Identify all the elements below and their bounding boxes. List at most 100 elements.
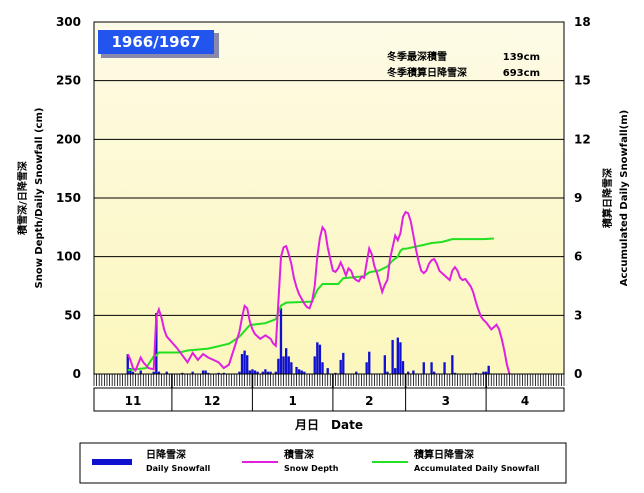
right-tick-label: 15 [574,74,591,88]
day-tick-marks [93,374,565,388]
month-label: 11 [125,394,142,408]
legend-snowfall-swatch [92,459,132,465]
snowfall-bar [157,371,161,374]
snowfall-bar [155,312,158,374]
snowfall-bar [295,366,298,374]
snowfall-bar [131,371,135,374]
right-tick-label: 12 [574,132,591,146]
left-tick-label: 50 [64,308,81,322]
snowfall-bar [326,368,329,374]
snowfall-bar [222,372,226,374]
snowfall-bar [391,339,394,374]
snowfall-bar [129,368,132,374]
snowfall-bar [313,356,316,374]
month-labels: 11 12 1 2 3 4 [125,388,529,411]
snowfall-bar [152,371,155,374]
snowfall-bar [269,371,272,374]
snowfall-bar [287,356,290,374]
snowfall-bar [365,362,368,374]
snowfall-bar [339,359,342,374]
right-tick-label: 9 [574,191,582,205]
right-tick-label: 3 [574,308,582,322]
legend-frame [79,442,567,484]
snowfall-bar [207,372,210,374]
legend-depth-en: Snow Depth [284,464,339,473]
snowfall-bar [443,362,446,374]
snowfall-bar [274,371,277,374]
daily-snowfall-bars [126,308,490,374]
snowfall-bar [297,369,301,374]
snowfall-bar [139,370,142,374]
season-box [98,30,214,54]
snowfall-bar [284,348,288,374]
snowfall-bar [300,370,303,374]
legend-accumulated-ja: 積算日降雪深 [413,448,474,461]
month-label: 1 [288,394,296,408]
right-axis-title-ja: 積算日降雪深 [601,168,614,229]
snowfall-bar [368,351,371,374]
season-label: 1966/1967 [112,33,201,51]
snowfall-bar [204,370,207,374]
left-tick-label: 300 [56,15,81,29]
snowfall-bar [253,370,257,374]
snowfall-bar [394,368,397,374]
left-tick-label: 0 [73,367,81,381]
month-label: 12 [204,394,221,408]
right-tick-label: 0 [574,367,582,381]
left-axis-title-ja: 積雪深/日降雪深 [16,161,29,236]
snowfall-bar [181,372,184,374]
snowfall-bar [318,344,322,374]
right-tick-label: 18 [574,15,591,29]
snowfall-bar [430,362,433,374]
snowfall-bar [487,365,490,374]
right-axis-ticks: 0 3 6 9 12 15 18 [574,15,591,381]
snowfall-bar [246,355,249,374]
snowfall-bar [316,342,319,374]
snowfall-bar [355,371,358,374]
snowfall-bar [386,371,389,374]
snowfall-bar [396,337,399,374]
snowfall-bar [451,355,454,374]
snowfall-bar [303,371,306,374]
stat-total-snowfall-label: 冬季積算日降雪深 [387,66,467,79]
snow-depth-line [126,210,511,375]
snowfall-bar [399,342,402,374]
month-label: 4 [521,394,529,408]
snowfall-bar [334,372,337,374]
snowfall-bar [217,372,220,374]
snowfall-bar [432,371,436,374]
month-strip [93,387,565,412]
snowfall-bar [126,354,129,374]
snowfall-bar [279,308,283,374]
snowfall-bar [264,369,267,374]
snowfall-bar [383,355,386,374]
stat-total-snowfall-value: 693cm [503,68,540,79]
snowfall-bar [256,371,259,374]
month-label: 3 [442,394,450,408]
snowfall-bar [261,371,264,374]
snowfall-bar [482,371,485,374]
legend-depth-ja: 積雪深 [283,448,314,461]
snowfall-bar [342,352,345,374]
snowfall-bar [191,371,194,374]
month-label: 2 [365,394,373,408]
stat-max-depth-value: 139cm [503,52,540,63]
left-tick-label: 150 [56,191,81,205]
snowfall-bar [251,369,254,374]
plot-frame [93,21,565,375]
snowfall-bar [240,354,244,374]
legend-accumulated-en: Accumulated Daily Snowfall [414,464,540,473]
x-axis-label: 月日 Date [294,418,363,432]
snowfall-bar [474,372,477,374]
snowfall-bar [243,350,246,374]
snowfall-bar [407,371,410,374]
snowfall-bar [266,371,270,374]
snowfall-bar [290,362,293,374]
left-tick-label: 100 [56,250,81,264]
snowfall-bar [321,362,324,374]
snowfall-bar [401,361,405,374]
left-axis-title-en: Snow Depth/Daily Snowfall (cm) [34,108,45,289]
legend-snowfall-ja: 日降雪深 [146,448,186,461]
snowfall-bar [238,371,241,374]
